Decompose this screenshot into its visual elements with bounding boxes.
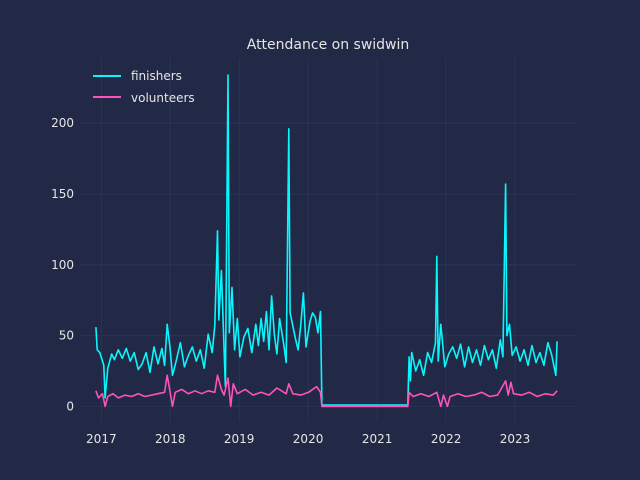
x-axis-ticks: 2017 2018 2019 2020 2021 2022 2023 bbox=[86, 432, 530, 446]
x-tick-label-2023: 2023 bbox=[500, 432, 531, 446]
series-volunteers bbox=[95, 374, 558, 408]
legend-label-volunteers: volunteers bbox=[131, 91, 195, 105]
x-tick-label-2022: 2022 bbox=[431, 432, 462, 446]
chart-title: Attendance on swidwin bbox=[247, 37, 410, 53]
y-axis-ticks: 0 50 100 150 200 bbox=[51, 116, 74, 413]
x-tick-label-2020: 2020 bbox=[293, 432, 324, 446]
legend-label-finishers: finishers bbox=[131, 69, 182, 83]
series-finishers bbox=[95, 74, 558, 406]
legend: finishers volunteers bbox=[93, 69, 195, 105]
y-tick-label-150: 150 bbox=[51, 187, 74, 201]
series-line-volunteers bbox=[95, 374, 558, 408]
x-tick-label-2019: 2019 bbox=[224, 432, 255, 446]
grid-lines bbox=[80, 58, 576, 422]
y-tick-label-200: 200 bbox=[51, 116, 74, 130]
y-tick-label-100: 100 bbox=[51, 258, 74, 272]
x-tick-label-2018: 2018 bbox=[155, 432, 186, 446]
y-tick-label-0: 0 bbox=[66, 399, 74, 413]
y-tick-label-50: 50 bbox=[59, 329, 74, 343]
series-layer bbox=[95, 74, 558, 408]
x-tick-label-2021: 2021 bbox=[362, 432, 393, 446]
x-tick-label-2017: 2017 bbox=[86, 432, 117, 446]
series-line-finishers bbox=[95, 74, 558, 406]
